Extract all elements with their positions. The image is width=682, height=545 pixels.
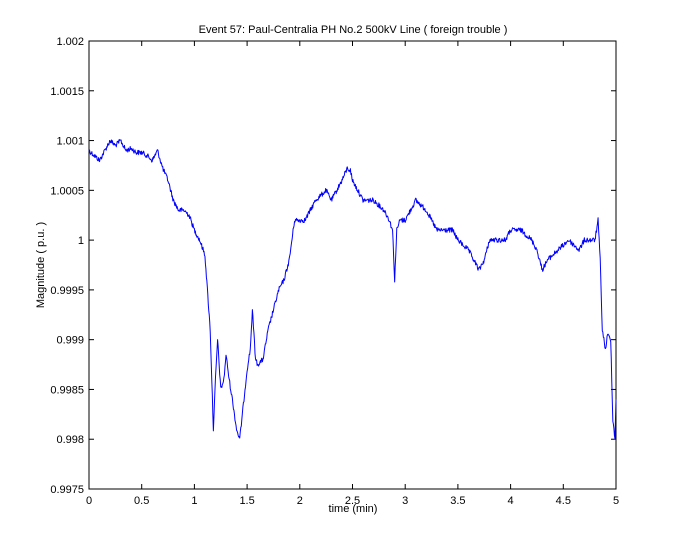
x-tick-label: 0.5 [134, 495, 149, 507]
y-tick-label: 0.9995 [50, 285, 84, 297]
chart-title: Event 57: Paul-Centralia PH No.2 500kV L… [199, 24, 508, 36]
y-tick-label: 1.001 [56, 136, 84, 148]
y-tick-label: 0.9975 [50, 484, 84, 496]
y-tick-label: 0.999 [56, 335, 84, 347]
x-tick-label: 1.5 [239, 495, 254, 507]
x-tick-label: 4.5 [556, 495, 571, 507]
y-tick-labels: 0.9975 0.998 0.9985 0.999 0.9995 1 1.0005 1.001… [50, 36, 84, 496]
y-tick-label: 1 [78, 235, 84, 247]
x-tick-label: 3.5 [450, 495, 465, 507]
series-line [88, 138, 617, 440]
y-tick-label: 0.998 [56, 434, 84, 446]
x-tick-label: 2 [297, 495, 303, 507]
y-tick-label: 0.9985 [50, 384, 84, 396]
x-axis-label: time (min) [329, 503, 378, 515]
x-tick-label: 3 [402, 495, 408, 507]
y-axis-label: Magnitude ( p.u. ) [35, 222, 47, 308]
x-tick-labels: 0 0.5 1 1.5 2 2.5 3 3.5 4 4.5 5 [86, 495, 619, 507]
x-tick-label: 2.5 [345, 495, 360, 507]
axis-ticks [88, 40, 617, 490]
x-tick-label: 5 [613, 495, 619, 507]
plot-area [88, 40, 617, 490]
x-tick-label: 0 [86, 495, 92, 507]
y-tick-label: 1.0005 [50, 185, 84, 197]
y-tick-label: 1.002 [56, 36, 84, 48]
x-tick-label: 4 [508, 495, 514, 507]
x-tick-label: 1 [191, 495, 197, 507]
y-tick-label: 1.0015 [50, 86, 84, 98]
